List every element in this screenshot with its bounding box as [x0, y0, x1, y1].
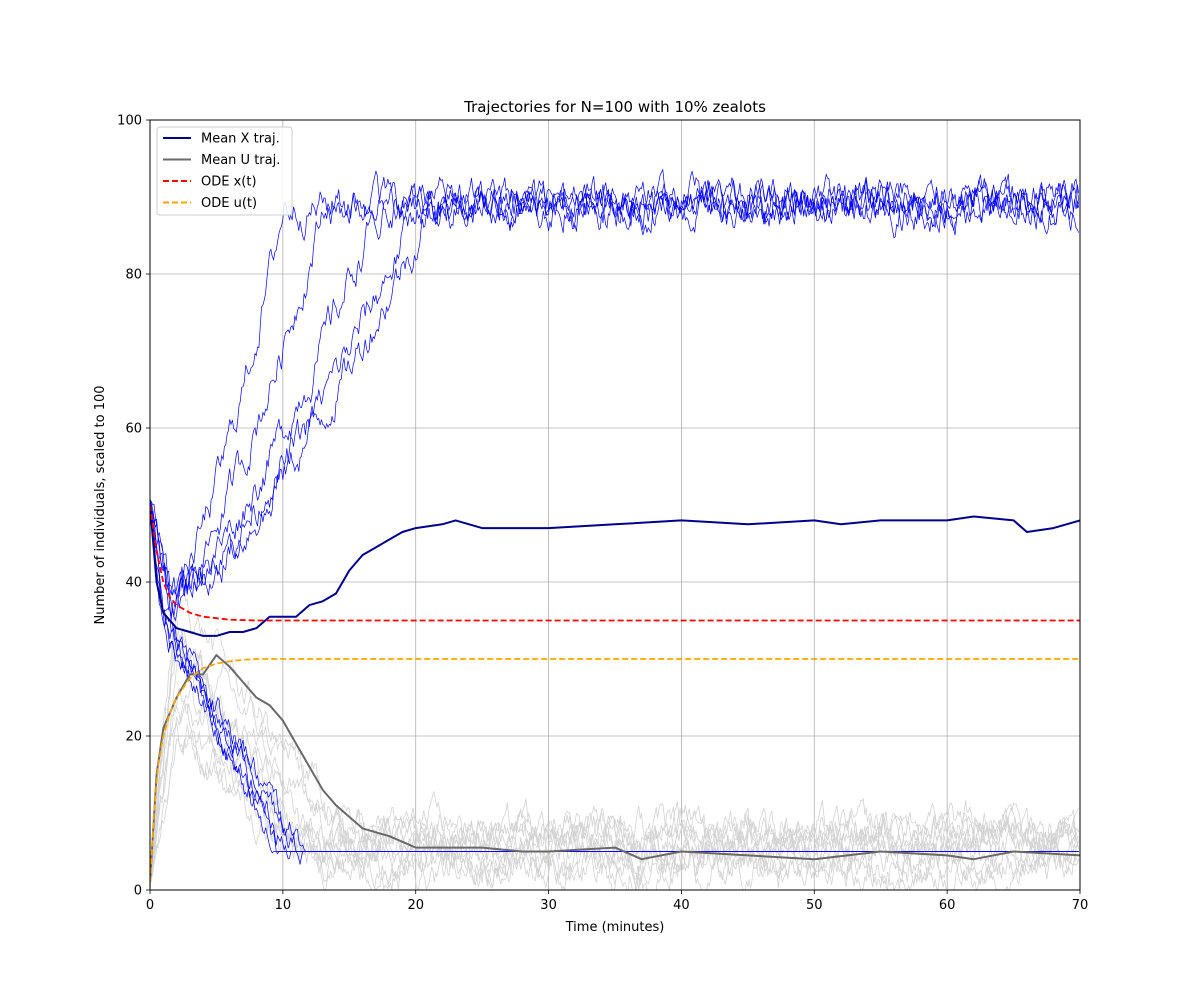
x-tick-label: 30 [540, 898, 557, 913]
chart-title: Trajectories for N=100 with 10% zealots [463, 98, 766, 116]
sample-u-line [150, 683, 1080, 886]
y-axis-label: Number of individuals, scaled to 100 [93, 385, 108, 624]
x-axis-label: Time (minutes) [565, 920, 665, 935]
series-lines [150, 504, 1080, 883]
sample-x-line [150, 502, 1079, 865]
sample-u-line [150, 639, 1079, 876]
legend-box [156, 126, 293, 216]
sample-x-trajectories [150, 168, 1080, 865]
axis-ticks: 0 10 20 30 40 50 60 70 0 20 40 60 80 100 [117, 114, 1088, 914]
x-tick-label: 60 [939, 898, 956, 913]
sample-u-line [150, 651, 1079, 888]
x-tick-label: 0 [146, 898, 154, 913]
legend: Mean X traj. Mean U traj. ODE x(t) ODE u(t) [156, 126, 293, 216]
legend-label: ODE x(t) [201, 175, 257, 190]
series-line [150, 504, 1080, 637]
y-tick-label: 100 [117, 114, 142, 129]
legend-label: Mean X traj. [201, 132, 280, 147]
series-line [150, 658, 1080, 883]
x-tick-label: 40 [673, 898, 690, 913]
series-line [150, 654, 1080, 883]
x-tick-label: 20 [407, 898, 424, 913]
sample-x-line [150, 176, 1080, 609]
y-tick-label: 80 [125, 268, 142, 283]
sample-x-line [150, 171, 1080, 618]
y-tick-label: 0 [134, 884, 142, 899]
sample-x-line [150, 176, 1080, 620]
x-tick-label: 50 [806, 898, 823, 913]
sample-u-line [150, 577, 1079, 890]
x-tick-label: 70 [1072, 898, 1089, 913]
legend-label: Mean U traj. [201, 153, 280, 168]
series-line [150, 504, 1080, 622]
x-tick-label: 10 [275, 898, 292, 913]
legend-label: ODE u(t) [201, 196, 257, 211]
y-tick-label: 60 [125, 422, 142, 437]
y-tick-label: 20 [125, 730, 142, 745]
y-tick-label: 40 [125, 576, 142, 591]
plot-frame [149, 119, 1081, 891]
